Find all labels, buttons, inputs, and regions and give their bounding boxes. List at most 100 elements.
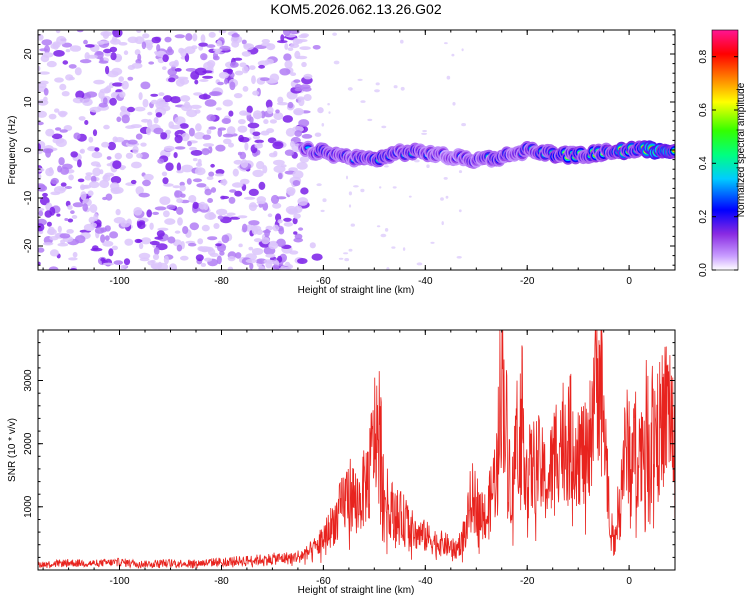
noise-blob — [163, 255, 169, 265]
noise-blob — [292, 217, 298, 225]
noise-blob — [54, 108, 60, 113]
noise-blob — [174, 190, 183, 198]
noise-blob — [132, 145, 139, 154]
noise-blob — [64, 218, 69, 221]
noise-blob — [293, 108, 304, 116]
noise-blob — [228, 142, 234, 148]
heatmap-y-axis-label: Frequency (Hz) — [7, 116, 18, 185]
noise-blob — [174, 116, 186, 126]
snr-frame — [37, 329, 676, 571]
noise-blob — [150, 99, 159, 105]
noise-blob — [206, 129, 212, 135]
noise-blob — [146, 126, 152, 136]
noise-blob — [47, 226, 55, 235]
noise-blob — [121, 114, 130, 124]
noise-blob — [229, 216, 241, 220]
noise-blob — [222, 99, 233, 107]
noise-blob — [186, 178, 192, 185]
noise-blob — [265, 99, 273, 109]
noise-blob — [283, 217, 292, 222]
noise-blob — [206, 44, 216, 48]
noise-blob — [198, 42, 208, 47]
noise-blob — [162, 54, 169, 63]
noise-blob — [59, 129, 68, 133]
noise-blob — [208, 211, 215, 220]
noise-blob — [239, 151, 247, 160]
noise-blob — [174, 230, 181, 234]
noise-blob — [111, 67, 123, 76]
noise-blob — [346, 175, 348, 180]
noise-blob — [176, 170, 184, 174]
noise-blob — [102, 262, 114, 266]
noise-blob — [256, 200, 266, 205]
noise-blob — [451, 53, 455, 57]
noise-blob — [152, 211, 160, 215]
noise-blob — [242, 223, 248, 233]
noise-blob — [38, 34, 44, 41]
noise-blob — [55, 138, 67, 148]
noise-blob — [277, 40, 288, 44]
noise-blob — [416, 262, 423, 266]
noise-blob — [220, 195, 230, 200]
snr-plot-area — [38, 330, 675, 569]
noise-blob — [73, 132, 81, 140]
noise-blob — [98, 60, 109, 64]
noise-blob — [146, 209, 152, 218]
noise-blob — [243, 196, 256, 200]
noise-blob — [232, 168, 239, 177]
noise-blob — [188, 242, 197, 247]
noise-blob — [166, 204, 176, 210]
noise-blob — [237, 215, 248, 219]
noise-blob — [111, 245, 118, 251]
noise-blob — [156, 98, 166, 107]
noise-blob — [280, 164, 287, 168]
noise-blob — [263, 259, 273, 264]
noise-blob — [164, 218, 176, 225]
noise-blob — [380, 233, 387, 238]
noise-blob — [294, 83, 302, 90]
noise-blob — [217, 127, 226, 131]
noise-blob — [343, 252, 349, 255]
noise-blob — [216, 40, 223, 47]
noise-blob — [303, 94, 312, 101]
noise-blob — [285, 127, 296, 137]
colorbar-tick-label: 0.6 — [698, 103, 709, 117]
noise-blob — [266, 43, 276, 51]
y-tick-label: -10 — [23, 190, 34, 205]
noise-blob — [278, 267, 287, 270]
noise-blob — [198, 246, 211, 253]
noise-blob — [223, 138, 232, 145]
noise-blob — [112, 160, 122, 170]
noise-blob — [206, 60, 216, 68]
noise-blob — [92, 167, 101, 177]
noise-blob — [275, 109, 280, 114]
noise-blob — [68, 76, 75, 81]
noise-blob — [301, 134, 313, 139]
noise-blob — [67, 204, 73, 210]
noise-blob — [290, 43, 300, 49]
noise-blob — [408, 195, 412, 198]
noise-blob — [258, 64, 265, 69]
noise-blob — [311, 253, 323, 261]
noise-blob — [90, 175, 97, 183]
noise-blob — [443, 177, 448, 180]
x-tick-label: -100 — [109, 276, 129, 287]
y-tick-label: 1000 — [23, 495, 34, 518]
noise-blob — [55, 127, 62, 131]
noise-blob — [202, 75, 214, 79]
noise-blob — [379, 186, 382, 189]
noise-blob — [234, 70, 244, 76]
noise-blob — [156, 243, 168, 251]
noise-blob — [170, 124, 181, 130]
noise-blob — [172, 185, 181, 189]
noise-blob — [82, 203, 88, 212]
noise-blob — [58, 157, 65, 166]
noise-blob — [130, 179, 137, 185]
noise-blob — [278, 227, 285, 235]
noise-blob — [215, 144, 226, 152]
snr-x-axis-label: Height of straight line (km) — [298, 585, 415, 596]
noise-blob — [105, 193, 113, 201]
noise-blob — [72, 97, 85, 104]
noise-blob — [440, 197, 444, 201]
noise-blob — [108, 248, 114, 257]
